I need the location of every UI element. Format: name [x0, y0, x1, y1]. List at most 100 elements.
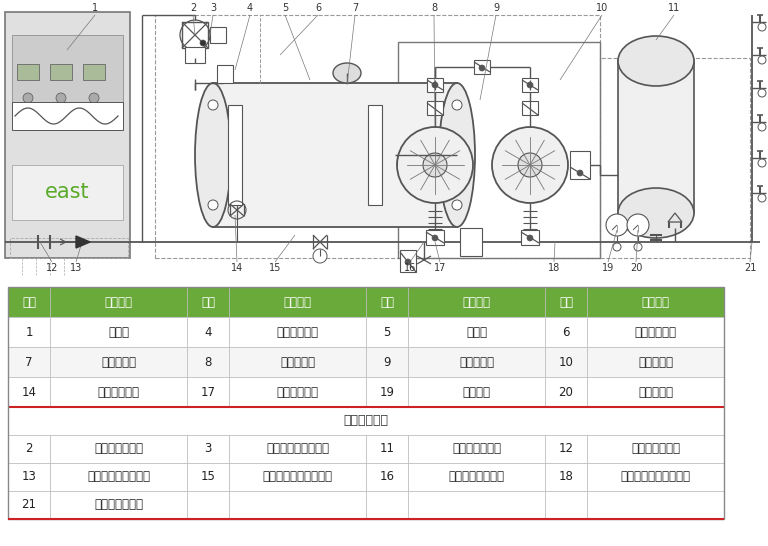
Bar: [229, 287, 366, 317]
Circle shape: [89, 93, 99, 103]
Text: 自变频给水泵: 自变频给水泵: [276, 385, 319, 399]
Text: 2: 2: [25, 442, 33, 455]
Text: 12: 12: [558, 442, 574, 455]
Circle shape: [527, 82, 533, 88]
Text: 过滤器（可选）: 过滤器（可选）: [631, 442, 680, 455]
Circle shape: [405, 259, 411, 265]
Bar: [545, 287, 587, 317]
Text: 15: 15: [200, 471, 216, 484]
Bar: [83, 64, 105, 80]
Bar: [408, 317, 545, 347]
Text: 8: 8: [431, 3, 437, 13]
Circle shape: [758, 23, 766, 31]
Text: 序号: 序号: [559, 295, 573, 308]
Circle shape: [758, 194, 766, 202]
Bar: [545, 491, 587, 519]
Bar: [366, 491, 408, 519]
Circle shape: [397, 127, 473, 203]
Bar: [522, 78, 538, 92]
Text: 非标配可选件: 非标配可选件: [343, 414, 389, 428]
Text: 稳压罐（可选）: 稳压罐（可选）: [452, 442, 501, 455]
Bar: [587, 491, 724, 519]
Bar: [50, 347, 187, 377]
Bar: [408, 463, 545, 491]
Bar: [408, 377, 545, 407]
Text: 控制柜: 控制柜: [108, 325, 129, 339]
Text: 13: 13: [22, 471, 36, 484]
Bar: [187, 435, 229, 463]
Bar: [187, 491, 229, 519]
Bar: [229, 463, 366, 491]
Bar: [570, 151, 590, 179]
Text: 6: 6: [315, 3, 321, 13]
Bar: [587, 287, 724, 317]
Bar: [545, 317, 587, 347]
Text: 5: 5: [282, 3, 288, 13]
Text: 9: 9: [383, 355, 391, 369]
Bar: [366, 317, 408, 347]
Text: 配件名称: 配件名称: [462, 295, 491, 308]
Text: 11: 11: [379, 442, 395, 455]
Bar: [229, 491, 366, 519]
Bar: [213, 83, 457, 227]
Bar: [587, 317, 724, 347]
Bar: [8, 407, 724, 435]
Text: 18: 18: [548, 263, 560, 273]
Text: 3: 3: [204, 442, 212, 455]
Bar: [12, 165, 123, 220]
Circle shape: [423, 153, 447, 177]
Circle shape: [492, 127, 568, 203]
Text: 泵进口软连接（可选）: 泵进口软连接（可选）: [621, 471, 690, 484]
Text: 7: 7: [352, 3, 358, 13]
Bar: [521, 230, 539, 245]
Bar: [50, 317, 187, 347]
Text: 蝶（闸）阀: 蝶（闸）阀: [280, 355, 315, 369]
Circle shape: [613, 243, 621, 251]
Text: 14: 14: [22, 385, 37, 399]
Text: 21: 21: [744, 263, 756, 273]
Text: 真空抑制器: 真空抑制器: [101, 355, 136, 369]
Text: 12: 12: [46, 263, 58, 273]
Circle shape: [208, 200, 218, 210]
Text: 17: 17: [434, 263, 446, 273]
Text: 压力传感器: 压力传感器: [638, 385, 673, 399]
Ellipse shape: [333, 63, 361, 83]
Bar: [366, 463, 408, 491]
Circle shape: [758, 56, 766, 64]
Circle shape: [634, 243, 642, 251]
Bar: [8, 377, 50, 407]
Bar: [185, 47, 205, 63]
Text: 11: 11: [668, 3, 680, 13]
Text: 消声止回阀: 消声止回阀: [638, 355, 673, 369]
Bar: [545, 377, 587, 407]
Circle shape: [518, 153, 542, 177]
Circle shape: [452, 100, 462, 110]
Circle shape: [208, 100, 218, 110]
Text: 序号: 序号: [201, 295, 215, 308]
Bar: [228, 105, 242, 205]
Bar: [600, 58, 750, 258]
Text: 管网保护器（可选）: 管网保护器（可选）: [266, 442, 329, 455]
Text: 20: 20: [630, 263, 642, 273]
Bar: [366, 377, 408, 407]
Text: 稳流罐: 稳流罐: [466, 325, 487, 339]
Bar: [427, 78, 443, 92]
Text: 流量计（可选）: 流量计（可选）: [94, 442, 143, 455]
Circle shape: [452, 200, 462, 210]
Text: 21: 21: [22, 498, 37, 512]
Bar: [408, 347, 545, 377]
Bar: [587, 347, 724, 377]
Bar: [8, 491, 50, 519]
Bar: [460, 228, 482, 256]
Text: 超压保护: 超压保护: [462, 385, 491, 399]
Circle shape: [200, 40, 206, 46]
Circle shape: [758, 159, 766, 167]
Text: 9: 9: [493, 3, 499, 13]
Text: 4: 4: [204, 325, 212, 339]
Bar: [366, 287, 408, 317]
Circle shape: [432, 235, 438, 241]
Bar: [50, 463, 187, 491]
Text: 5: 5: [383, 325, 391, 339]
Text: 19: 19: [379, 385, 395, 399]
Bar: [618, 60, 694, 213]
